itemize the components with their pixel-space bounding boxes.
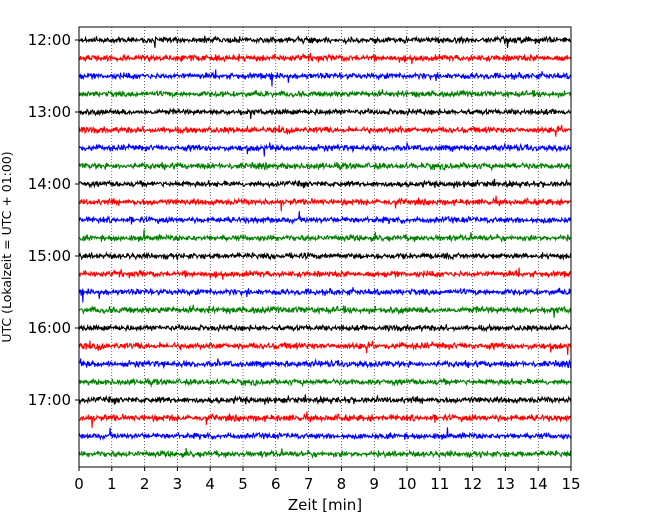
trace-line bbox=[78, 251, 572, 261]
trace-line bbox=[78, 411, 572, 428]
trace-line bbox=[78, 107, 572, 119]
x-tick-label: 10 bbox=[397, 475, 416, 493]
x-tick-label: 14 bbox=[529, 475, 548, 493]
x-tick-label: 0 bbox=[74, 475, 84, 493]
x-tick-label: 15 bbox=[561, 475, 580, 493]
grid-lines bbox=[111, 27, 539, 467]
trace-line bbox=[78, 34, 572, 48]
x-tick-label: 2 bbox=[140, 475, 150, 493]
y-tick-label: 12:00 bbox=[28, 31, 71, 49]
x-tick-label: 13 bbox=[496, 475, 515, 493]
trace-line bbox=[78, 69, 572, 87]
y-tick-label: 14:00 bbox=[28, 175, 71, 193]
x-axis: 0 1 2 3 4 5 6 7 8 9 10 11 12 13 14 15 bbox=[74, 467, 581, 493]
trace-line bbox=[78, 377, 572, 389]
x-tick-label: 8 bbox=[337, 475, 347, 493]
x-tick-label: 5 bbox=[238, 475, 248, 493]
x-tick-label: 7 bbox=[304, 475, 314, 493]
trace-line bbox=[78, 322, 572, 333]
trace-line bbox=[78, 141, 572, 157]
trace-line bbox=[78, 340, 572, 355]
trace-line bbox=[78, 394, 572, 406]
trace-line bbox=[78, 357, 572, 370]
x-axis-label: Zeit [min] bbox=[288, 496, 362, 514]
trace-line bbox=[78, 89, 572, 99]
x-tick-label: 4 bbox=[205, 475, 215, 493]
x-tick-label: 11 bbox=[430, 475, 449, 493]
plot-frame bbox=[78, 26, 572, 468]
trace-line bbox=[78, 211, 572, 226]
trace-line bbox=[78, 195, 572, 212]
x-tick-label: 12 bbox=[463, 475, 482, 493]
x-tick-label: 9 bbox=[369, 475, 379, 493]
trace-line bbox=[78, 287, 572, 303]
y-tick-label: 17:00 bbox=[28, 391, 71, 409]
y-tick-label: 15:00 bbox=[28, 247, 71, 265]
traces-group bbox=[78, 34, 572, 460]
y-axis: 12:00 13:00 14:00 15:00 16:00 17:00 bbox=[28, 31, 79, 409]
trace-line bbox=[78, 447, 572, 460]
trace-line bbox=[78, 267, 572, 280]
trace-line bbox=[78, 52, 572, 65]
trace-line bbox=[78, 161, 572, 172]
x-tick-label: 6 bbox=[271, 475, 281, 493]
trace-line bbox=[78, 304, 572, 318]
x-tick-label: 1 bbox=[107, 475, 117, 493]
trace-line bbox=[78, 229, 572, 244]
trace-line bbox=[78, 124, 572, 137]
y-tick-label: 13:00 bbox=[28, 103, 71, 121]
y-tick-label: 16:00 bbox=[28, 319, 71, 337]
trace-line bbox=[78, 178, 572, 189]
x-tick-label: 3 bbox=[173, 475, 183, 493]
trace-line bbox=[78, 427, 572, 441]
y-axis-label: UTC (Lokalzeit = UTC + 01:00) bbox=[0, 151, 14, 342]
